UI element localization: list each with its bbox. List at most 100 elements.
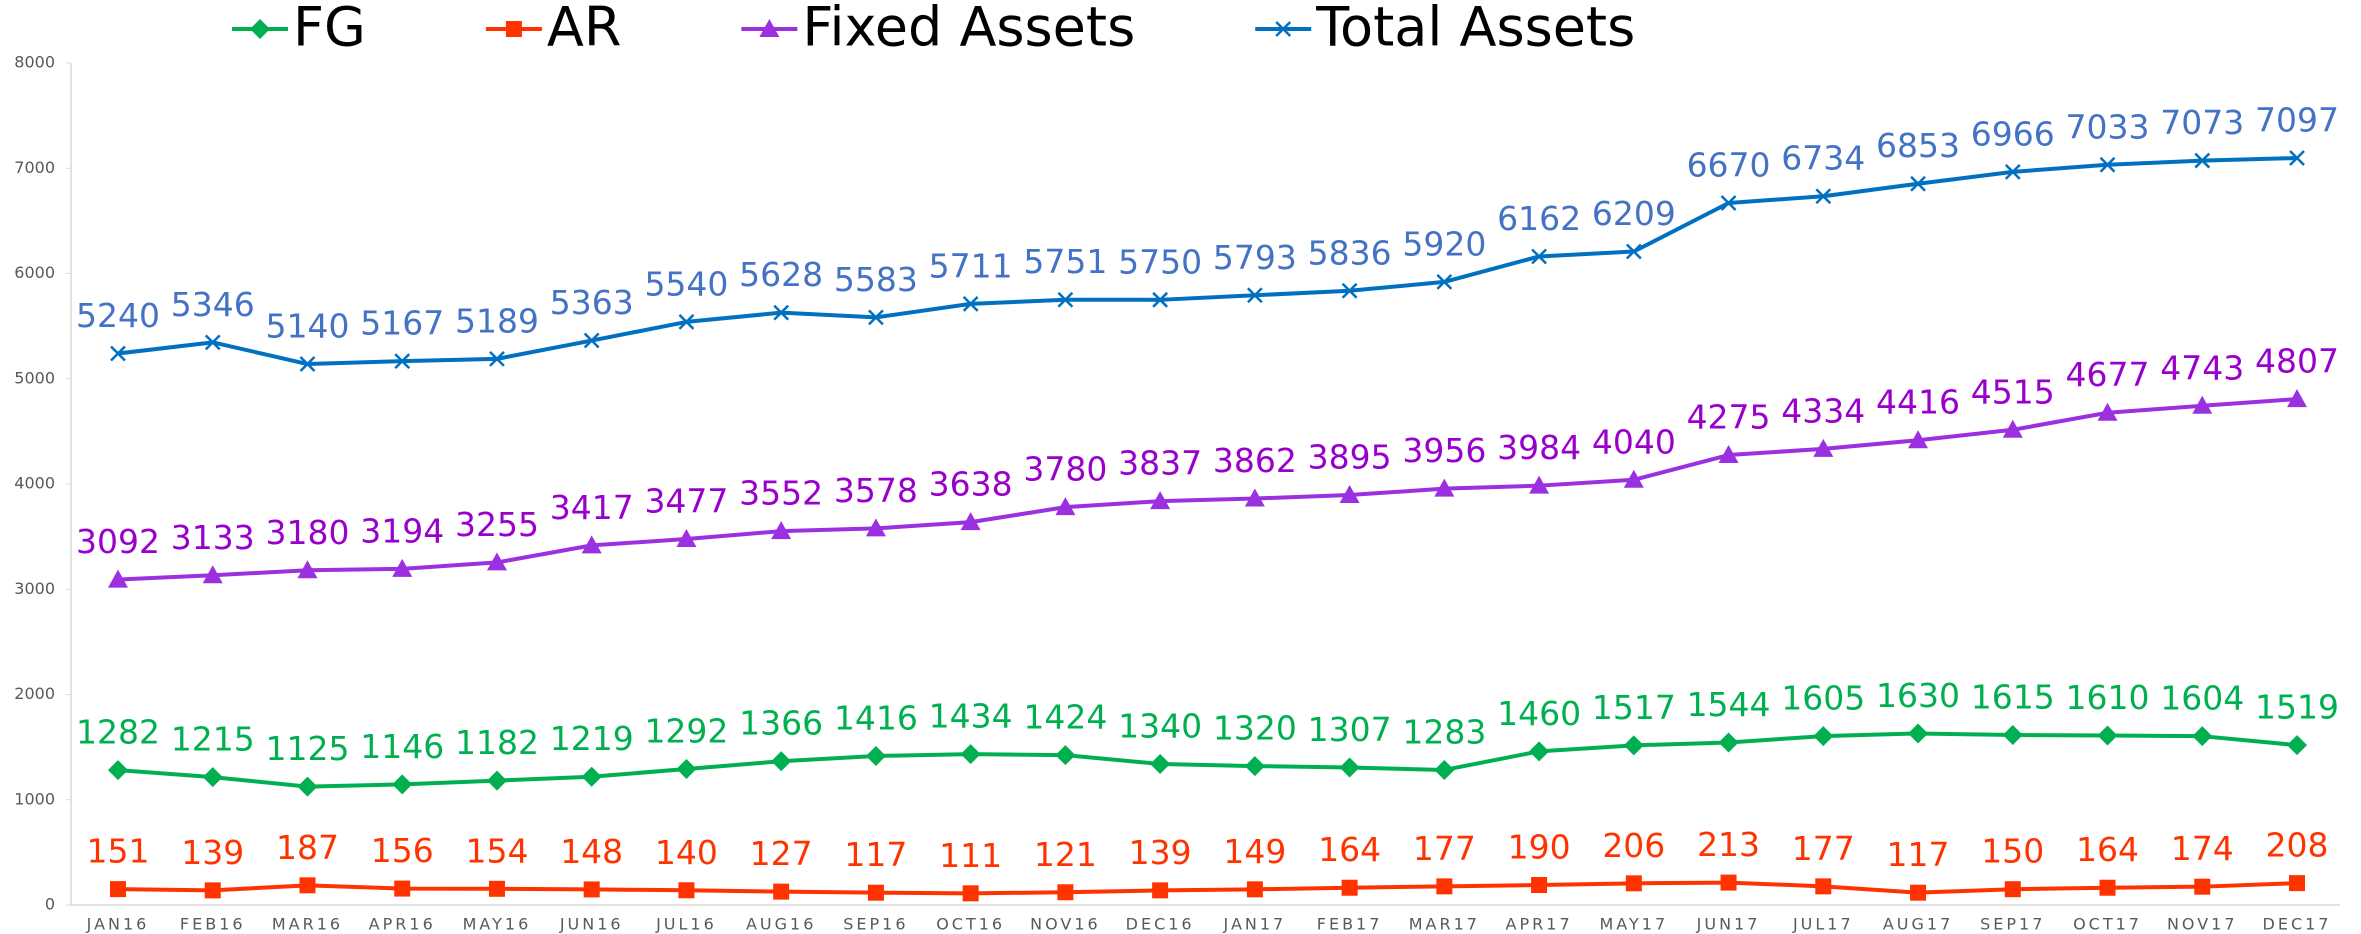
data-point (867, 884, 884, 901)
data-label: 5751 (1023, 242, 1107, 281)
data-label: 1544 (1687, 685, 1771, 724)
y-tick-label: 6000 (14, 263, 55, 282)
data-point (1150, 491, 1171, 510)
data-label: 1219 (550, 719, 634, 758)
data-point (1910, 175, 1926, 192)
data-label: 3638 (929, 465, 1013, 504)
data-point (299, 877, 316, 894)
data-point (2004, 163, 2021, 180)
data-label: 5363 (550, 283, 634, 322)
data-label: 6853 (1876, 126, 1960, 165)
x-tick-label: JUL17 (1792, 915, 1854, 934)
data-point (2097, 725, 2118, 746)
data-label: 7033 (2066, 107, 2150, 146)
data-label: 1307 (1308, 710, 1392, 749)
data-point (1057, 291, 1074, 308)
data-label: 206 (1602, 826, 1665, 865)
series-line (117, 731, 2298, 789)
data-label: 1460 (1497, 694, 1581, 733)
x-tick-label: SEP16 (843, 915, 908, 934)
data-label: 1615 (1971, 678, 2055, 717)
data-label: 5240 (76, 296, 160, 335)
data-point (489, 350, 505, 367)
data-label: 4334 (1781, 391, 1865, 430)
data-point (392, 558, 413, 577)
series-line (117, 156, 2298, 367)
data-point (1339, 757, 1360, 778)
data-point (2099, 156, 2116, 173)
data-point (299, 356, 316, 372)
data-label: 3477 (644, 482, 728, 521)
data-point (1152, 882, 1169, 899)
legend-label: AR (547, 0, 621, 59)
data-label: 1416 (834, 698, 918, 737)
data-point (1152, 291, 1169, 308)
data-point (962, 885, 979, 902)
data-label: 4515 (1971, 372, 2055, 411)
data-label: 3780 (1023, 450, 1107, 489)
data-point (1623, 735, 1644, 756)
data-point (773, 883, 790, 900)
data-point (1625, 875, 1642, 892)
data-point (865, 518, 886, 537)
data-point (1436, 274, 1453, 290)
data-label: 3092 (76, 522, 160, 561)
data-label: 1610 (2066, 678, 2150, 717)
data-point (2289, 150, 2305, 166)
x-tick-label: OCT17 (2073, 915, 2142, 934)
data-point (1625, 243, 1642, 260)
data-point (865, 745, 886, 766)
data-label: 5140 (265, 307, 349, 346)
data-point (960, 512, 981, 531)
data-point (1436, 878, 1453, 895)
legend-marker (759, 19, 780, 37)
data-point (771, 751, 792, 772)
data-label: 7073 (2160, 103, 2244, 142)
y-tick-label: 7000 (14, 158, 55, 177)
data-label: 3180 (265, 513, 349, 552)
data-label: 5583 (834, 260, 918, 299)
data-point (771, 521, 792, 540)
data-label: 111 (939, 836, 1002, 875)
data-point (1434, 759, 1455, 780)
data-label: 7097 (2255, 101, 2339, 140)
legend-label: FG (293, 0, 366, 59)
data-point (1720, 195, 1737, 211)
data-label: 121 (1034, 835, 1097, 874)
x-tick-label: FEB16 (180, 915, 246, 934)
data-point (583, 881, 600, 898)
data-label: 5793 (1213, 238, 1297, 277)
data-point (2289, 875, 2305, 892)
data-label: 1340 (1118, 706, 1202, 745)
data-point (110, 881, 126, 898)
data-label: 1424 (1023, 698, 1107, 737)
data-label: 4275 (1687, 398, 1771, 437)
data-point (204, 882, 221, 899)
data-point (2194, 878, 2211, 895)
data-label: 5920 (1402, 224, 1486, 263)
data-label: 6670 (1687, 145, 1771, 184)
data-point (1055, 745, 1076, 766)
data-point (488, 880, 505, 897)
legend-label: Total Assets (1315, 0, 1635, 59)
data-label: 4416 (1876, 383, 1960, 422)
data-label: 208 (2266, 826, 2329, 865)
data-label: 1605 (1781, 679, 1865, 718)
data-label: 149 (1223, 832, 1286, 871)
data-point (1341, 879, 1358, 896)
data-label: 3837 (1118, 444, 1202, 483)
data-point (773, 304, 790, 321)
data-label: 6209 (1592, 194, 1676, 233)
x-tick-label: DEC17 (2263, 915, 2332, 934)
data-label: 1519 (2255, 688, 2339, 727)
data-point (1246, 287, 1263, 304)
data-point (392, 774, 413, 795)
x-tick-label: MAR16 (272, 915, 343, 934)
x-tick-label: JUL16 (655, 915, 717, 934)
data-point (1055, 497, 1076, 516)
data-point (202, 767, 223, 788)
x-tick-label: NOV17 (2167, 915, 2238, 934)
legend-marker (505, 21, 522, 37)
data-label: 1366 (739, 704, 823, 743)
